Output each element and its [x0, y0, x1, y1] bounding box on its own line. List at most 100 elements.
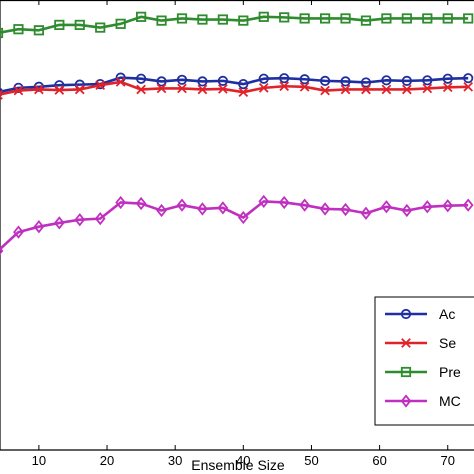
data-point	[422, 13, 433, 24]
data-point	[360, 77, 372, 88]
data-point	[218, 84, 228, 94]
data-point	[238, 78, 249, 90]
data-point	[13, 24, 24, 35]
data-point	[442, 13, 453, 24]
data-point	[54, 85, 65, 95]
data-point	[115, 77, 126, 87]
data-point	[442, 82, 453, 93]
data-point	[299, 81, 310, 92]
data-point	[258, 73, 269, 84]
data-point	[53, 216, 65, 230]
series-line	[0, 200, 469, 251]
series-line	[0, 15, 469, 34]
data-point	[237, 210, 249, 225]
data-point	[402, 84, 412, 95]
data-point	[360, 206, 372, 220]
data-point	[115, 195, 127, 210]
data-point	[197, 202, 208, 216]
x-axis-title: Ensemble Size	[191, 457, 285, 473]
data-point	[381, 13, 392, 24]
data-point	[320, 85, 330, 96]
data-point	[319, 13, 331, 24]
legend-item: Ac	[385, 306, 455, 322]
legend-label: Pre	[439, 364, 461, 380]
data-point	[33, 220, 45, 234]
data-point	[54, 19, 65, 31]
data-point	[381, 75, 392, 86]
data-point	[197, 14, 208, 25]
data-point	[13, 82, 24, 93]
data-point	[136, 73, 147, 84]
data-point	[0, 27, 4, 39]
data-point	[258, 83, 269, 93]
series-se	[0, 77, 474, 100]
data-point	[258, 194, 270, 209]
x-tick-label: 30	[168, 453, 182, 468]
legend-label: Se	[439, 335, 456, 351]
x-tick-label: 50	[304, 453, 318, 468]
data-point	[381, 200, 392, 214]
data-point	[279, 81, 290, 92]
data-point	[422, 83, 433, 94]
data-point	[135, 196, 147, 211]
data-point	[0, 87, 4, 97]
data-point	[74, 19, 85, 31]
data-point	[299, 74, 310, 85]
data-point	[401, 13, 412, 24]
plot-frame	[0, 0, 474, 451]
legend-item: MC	[385, 393, 461, 409]
data-point	[421, 200, 433, 214]
data-point	[258, 11, 269, 22]
series-mc	[0, 194, 474, 256]
x-tick-label: 70	[441, 453, 455, 468]
data-point	[381, 84, 392, 95]
data-point	[340, 13, 351, 24]
series-line	[0, 80, 469, 96]
x-tick-label: 40	[236, 453, 250, 468]
data-point	[401, 203, 413, 218]
data-point	[319, 202, 331, 216]
legend-swatch-marker	[401, 338, 411, 348]
data-point	[340, 76, 351, 87]
data-point	[340, 202, 351, 217]
data-point	[463, 13, 474, 24]
data-point	[442, 73, 453, 84]
data-point	[279, 12, 290, 23]
data-point	[217, 75, 228, 86]
legend-box	[374, 296, 474, 426]
data-point	[238, 87, 249, 98]
x-tick-label: 10	[32, 453, 46, 468]
legend-item: Pre	[385, 364, 461, 380]
data-point	[176, 74, 188, 85]
data-point	[156, 15, 167, 26]
data-point	[74, 213, 86, 227]
data-point	[156, 203, 167, 218]
data-point	[156, 83, 167, 94]
data-point	[0, 90, 3, 100]
data-point	[238, 15, 249, 26]
data-point	[299, 13, 310, 24]
data-point	[360, 15, 372, 26]
data-point	[176, 13, 188, 24]
data-point	[33, 25, 44, 36]
legend: Ac Se Pre MC	[374, 296, 474, 426]
data-point	[217, 14, 228, 25]
data-point	[136, 84, 146, 95]
data-point	[95, 22, 106, 33]
data-point	[197, 84, 208, 95]
data-point	[94, 211, 106, 226]
data-point	[0, 246, 4, 256]
data-point	[74, 84, 85, 95]
x-axis-ticks: 10 20 30 40 50 60 70	[32, 0, 455, 468]
data-point	[279, 73, 290, 84]
x-tick-label: 20	[100, 453, 114, 468]
data-point	[319, 75, 331, 86]
data-point	[299, 198, 310, 212]
data-point	[135, 11, 147, 22]
data-point	[156, 76, 167, 87]
legend-swatch-marker	[400, 394, 412, 408]
legend-label: MC	[439, 393, 461, 409]
data-point	[115, 18, 126, 29]
data-point	[401, 75, 412, 86]
